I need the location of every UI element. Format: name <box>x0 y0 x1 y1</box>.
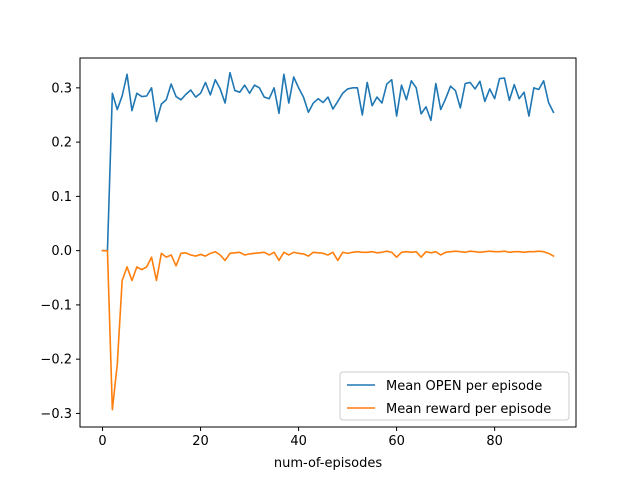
x-tick-label: 0 <box>98 434 106 449</box>
legend-label-open: Mean OPEN per episode <box>386 379 542 394</box>
plot-area <box>79 57 577 428</box>
y-tick-label: −0.3 <box>40 407 72 422</box>
y-axis-ticks: −0.3 −0.2 −0.1 0.0 0.1 0.2 0.3 <box>40 81 80 422</box>
series-line-1 <box>101 249 555 411</box>
y-tick-label: −0.1 <box>40 298 72 313</box>
x-tick-label: 60 <box>388 434 405 449</box>
legend-label-reward: Mean reward per episode <box>386 402 551 417</box>
x-tick-label: 80 <box>486 434 503 449</box>
x-axis-label: num-of-episodes <box>274 456 382 471</box>
series-group <box>101 71 555 411</box>
x-axis-ticks: 0 20 40 60 80 <box>98 427 503 449</box>
axes-frame <box>79 57 577 428</box>
x-tick-label: 20 <box>192 434 209 449</box>
y-tick-label: 0.2 <box>51 136 72 151</box>
y-tick-label: 0.1 <box>51 190 72 205</box>
legend: Mean OPEN per episode Mean reward per ep… <box>339 371 570 421</box>
legend-box <box>339 371 570 421</box>
y-tick-label: −0.2 <box>40 353 72 368</box>
y-tick-label: 0.0 <box>51 244 72 259</box>
series-line-0 <box>101 71 555 252</box>
x-tick-label: 40 <box>290 434 307 449</box>
y-tick-label: 0.3 <box>51 81 72 96</box>
